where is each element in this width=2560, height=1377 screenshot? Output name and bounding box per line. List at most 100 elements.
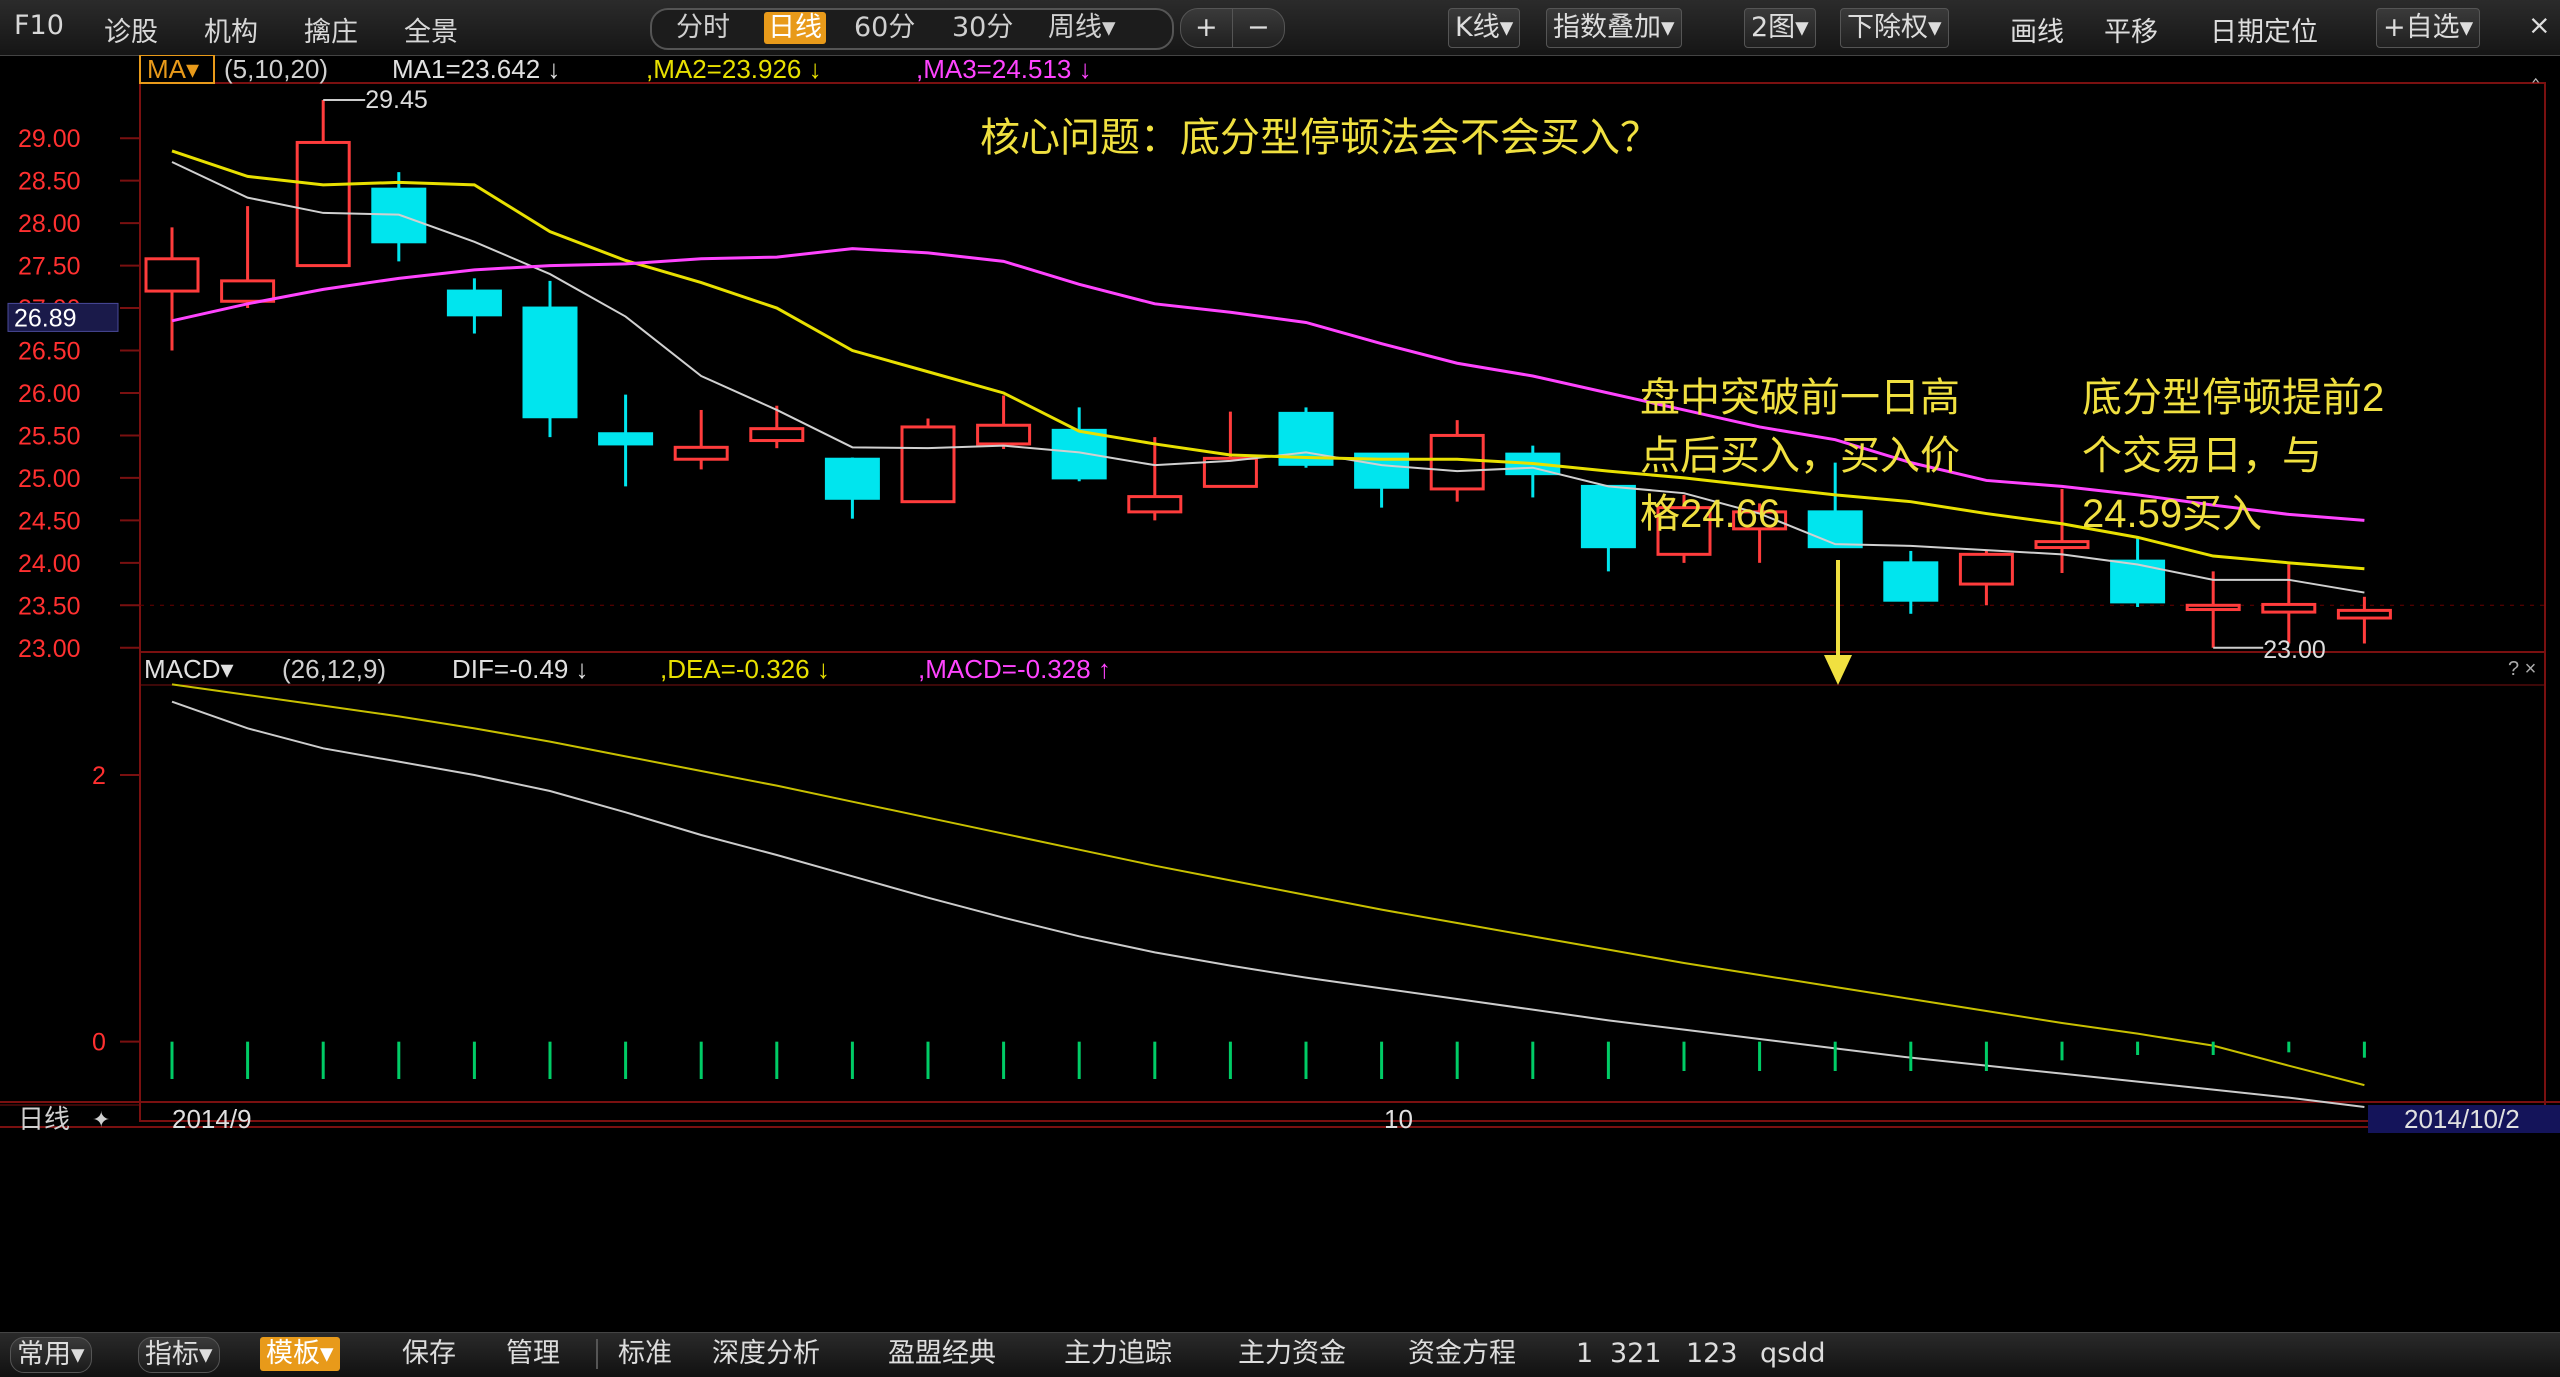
macd-value-legend: ,MACD=-0.328 ↑ bbox=[918, 654, 1111, 684]
period-tab-60min[interactable]: 60分 bbox=[854, 12, 916, 43]
y-tick-label: 24.00 bbox=[18, 550, 81, 578]
date-label-mid: 10 bbox=[1384, 1104, 1413, 1134]
f10-button[interactable]: F10 bbox=[14, 10, 64, 41]
y-tick-label: 29.00 bbox=[18, 125, 81, 153]
period-add-icon[interactable]: ✦ bbox=[92, 1107, 110, 1132]
institution-button[interactable]: 机构 bbox=[204, 17, 258, 48]
candle-body bbox=[976, 423, 1032, 446]
save-button[interactable]: 保存 bbox=[402, 1338, 456, 1369]
kline-dropdown[interactable]: K线▾ bbox=[1448, 8, 1521, 48]
candle-body bbox=[1807, 510, 1863, 549]
low-price-label: 23.00 bbox=[2263, 636, 2326, 664]
y-tick-label: 28.00 bbox=[18, 210, 81, 238]
arrow-icon bbox=[1824, 560, 1852, 685]
candle-down bbox=[598, 394, 654, 487]
manage-button[interactable]: 管理 bbox=[506, 1338, 560, 1369]
candle-down bbox=[446, 278, 502, 334]
candle-down bbox=[1807, 462, 1863, 549]
intraday-buy-annotation: 盘中突破前一日高 点后买入，买入价 格24.66 bbox=[1640, 376, 1960, 536]
period-tab-30min[interactable]: 30分 bbox=[952, 12, 1014, 43]
candle-up bbox=[1958, 550, 2014, 606]
candle-body bbox=[1580, 484, 1636, 549]
tab-qsdd[interactable]: qsdd bbox=[1760, 1338, 1826, 1369]
help-icon[interactable]: ? × bbox=[2508, 658, 2536, 680]
candle-body bbox=[446, 289, 502, 317]
macd-y-tick-label: 0 bbox=[92, 1029, 106, 1057]
pan-button[interactable]: 平移 bbox=[2104, 17, 2158, 48]
panorama-button[interactable]: 全景 bbox=[404, 17, 458, 48]
toolbar-separator bbox=[596, 1339, 598, 1369]
tab-main-force-funds[interactable]: 主力资金 bbox=[1238, 1338, 1346, 1369]
tab-standard[interactable]: 标准 bbox=[618, 1338, 672, 1369]
bottom-toolbar: 常用▾ 指标▾ 模板▾ 保存 管理 标准 深度分析 盈盟经典 主力追踪 主力资金… bbox=[0, 1332, 2560, 1377]
candle-body bbox=[1051, 428, 1107, 480]
tab-main-force-track[interactable]: 主力追踪 bbox=[1064, 1338, 1172, 1369]
two-charts-dropdown[interactable]: 2图▾ bbox=[1744, 8, 1816, 48]
candle-up bbox=[1202, 411, 1258, 488]
y-tick-label: 23.00 bbox=[18, 635, 81, 663]
tab-1[interactable]: 1 bbox=[1576, 1338, 1594, 1369]
zoom-in-button[interactable]: + bbox=[1180, 8, 1233, 48]
intraday-annotation-line-3: 格24.66 bbox=[1640, 492, 1780, 536]
bottom-pattern-line-1: 底分型停顿提前2 bbox=[2082, 376, 2384, 420]
diagnose-button[interactable]: 诊股 bbox=[104, 17, 158, 48]
date-label-start: 2014/9 bbox=[172, 1104, 252, 1134]
candle-body bbox=[1732, 510, 1788, 531]
tab-123[interactable]: 123 bbox=[1686, 1338, 1738, 1369]
rights-dropdown[interactable]: 下除权▾ bbox=[1840, 8, 1949, 48]
ma-selector-box[interactable] bbox=[139, 55, 215, 84]
candle-body bbox=[144, 257, 200, 293]
capture-button[interactable]: 擒庄 bbox=[304, 17, 358, 48]
candle-up bbox=[2034, 488, 2090, 574]
ma-selector-button[interactable]: MA▾ bbox=[147, 55, 199, 84]
index-overlay-dropdown[interactable]: 指数叠加▾ bbox=[1546, 8, 1682, 48]
candle-up bbox=[2336, 596, 2392, 644]
macd-y-tick-label: 2 bbox=[92, 762, 106, 790]
add-favorite-dropdown[interactable]: +自选▾ bbox=[2376, 8, 2481, 48]
intraday-annotation-line-1: 盘中突破前一日高 bbox=[1640, 376, 1960, 420]
current-price-label: 26.89 bbox=[14, 304, 77, 332]
candle-body bbox=[2034, 540, 2090, 550]
template-dropdown[interactable]: 模板▾ bbox=[260, 1337, 340, 1371]
close-icon[interactable]: × bbox=[2528, 10, 2551, 41]
candlestick-series bbox=[144, 99, 2392, 648]
bottom-pattern-annotation: 底分型停顿提前2 个交易日，与 24.59买入 bbox=[2082, 376, 2384, 536]
current-price-tag bbox=[7, 302, 119, 332]
candle-body bbox=[522, 306, 578, 419]
tab-classic[interactable]: 盈盟经典 bbox=[888, 1338, 996, 1369]
period-tab-intraday[interactable]: 分时 bbox=[676, 12, 730, 43]
period-selector: 分时 日线 60分 30分 周线▾ bbox=[650, 8, 1174, 50]
common-dropdown[interactable]: 常用▾ bbox=[10, 1337, 92, 1373]
period-tab-daily[interactable]: 日线 bbox=[764, 12, 826, 44]
macd-selector-button[interactable]: MACD▾ bbox=[144, 654, 234, 684]
candle-body bbox=[1202, 456, 1258, 488]
main-panel-menu-icon[interactable]: ‸ bbox=[2532, 57, 2540, 82]
date-locate-button[interactable]: 日期定位 bbox=[2210, 17, 2318, 48]
candle-body bbox=[2336, 608, 2392, 620]
candle-down bbox=[824, 457, 880, 519]
moving-average-lines bbox=[171, 149, 2365, 594]
macd-params-label: (26,12,9) bbox=[282, 654, 386, 684]
candle-up bbox=[1127, 437, 1183, 521]
tab-fund-equation[interactable]: 资金方程 bbox=[1408, 1338, 1516, 1369]
period-label: 日线 bbox=[18, 1104, 70, 1134]
candle-body bbox=[749, 427, 805, 443]
ma-params-label: (5,10,20) bbox=[224, 55, 328, 84]
date-label-end: 2014/10/2 bbox=[2404, 1104, 2520, 1134]
zoom-out-button[interactable]: − bbox=[1232, 8, 1285, 48]
candle-up bbox=[900, 418, 956, 504]
indicator-dropdown[interactable]: 指标▾ bbox=[138, 1337, 220, 1373]
tab-321[interactable]: 321 bbox=[1610, 1338, 1662, 1369]
candle-body bbox=[1429, 433, 1485, 491]
tab-deep-analysis[interactable]: 深度分析 bbox=[712, 1338, 820, 1369]
period-tab-weekly[interactable]: 周线▾ bbox=[1048, 12, 1116, 43]
ma2-legend: ,MA2=23.926 ↓ bbox=[646, 55, 822, 84]
candle-up bbox=[1429, 420, 1485, 502]
candle-up bbox=[673, 409, 729, 470]
core-question-annotation: 核心问题：底分型停顿法会不会买入？ bbox=[980, 116, 1660, 160]
candle-body bbox=[673, 445, 729, 461]
y-axis-ticks: 29.0028.5028.0027.5027.0026.5026.0025.50… bbox=[18, 125, 81, 663]
draw-line-button[interactable]: 画线 bbox=[2010, 17, 2064, 48]
candle-body bbox=[1656, 506, 1712, 556]
chart-area: 29.0028.5028.0027.5027.0026.5026.0025.50… bbox=[0, 55, 2560, 1134]
